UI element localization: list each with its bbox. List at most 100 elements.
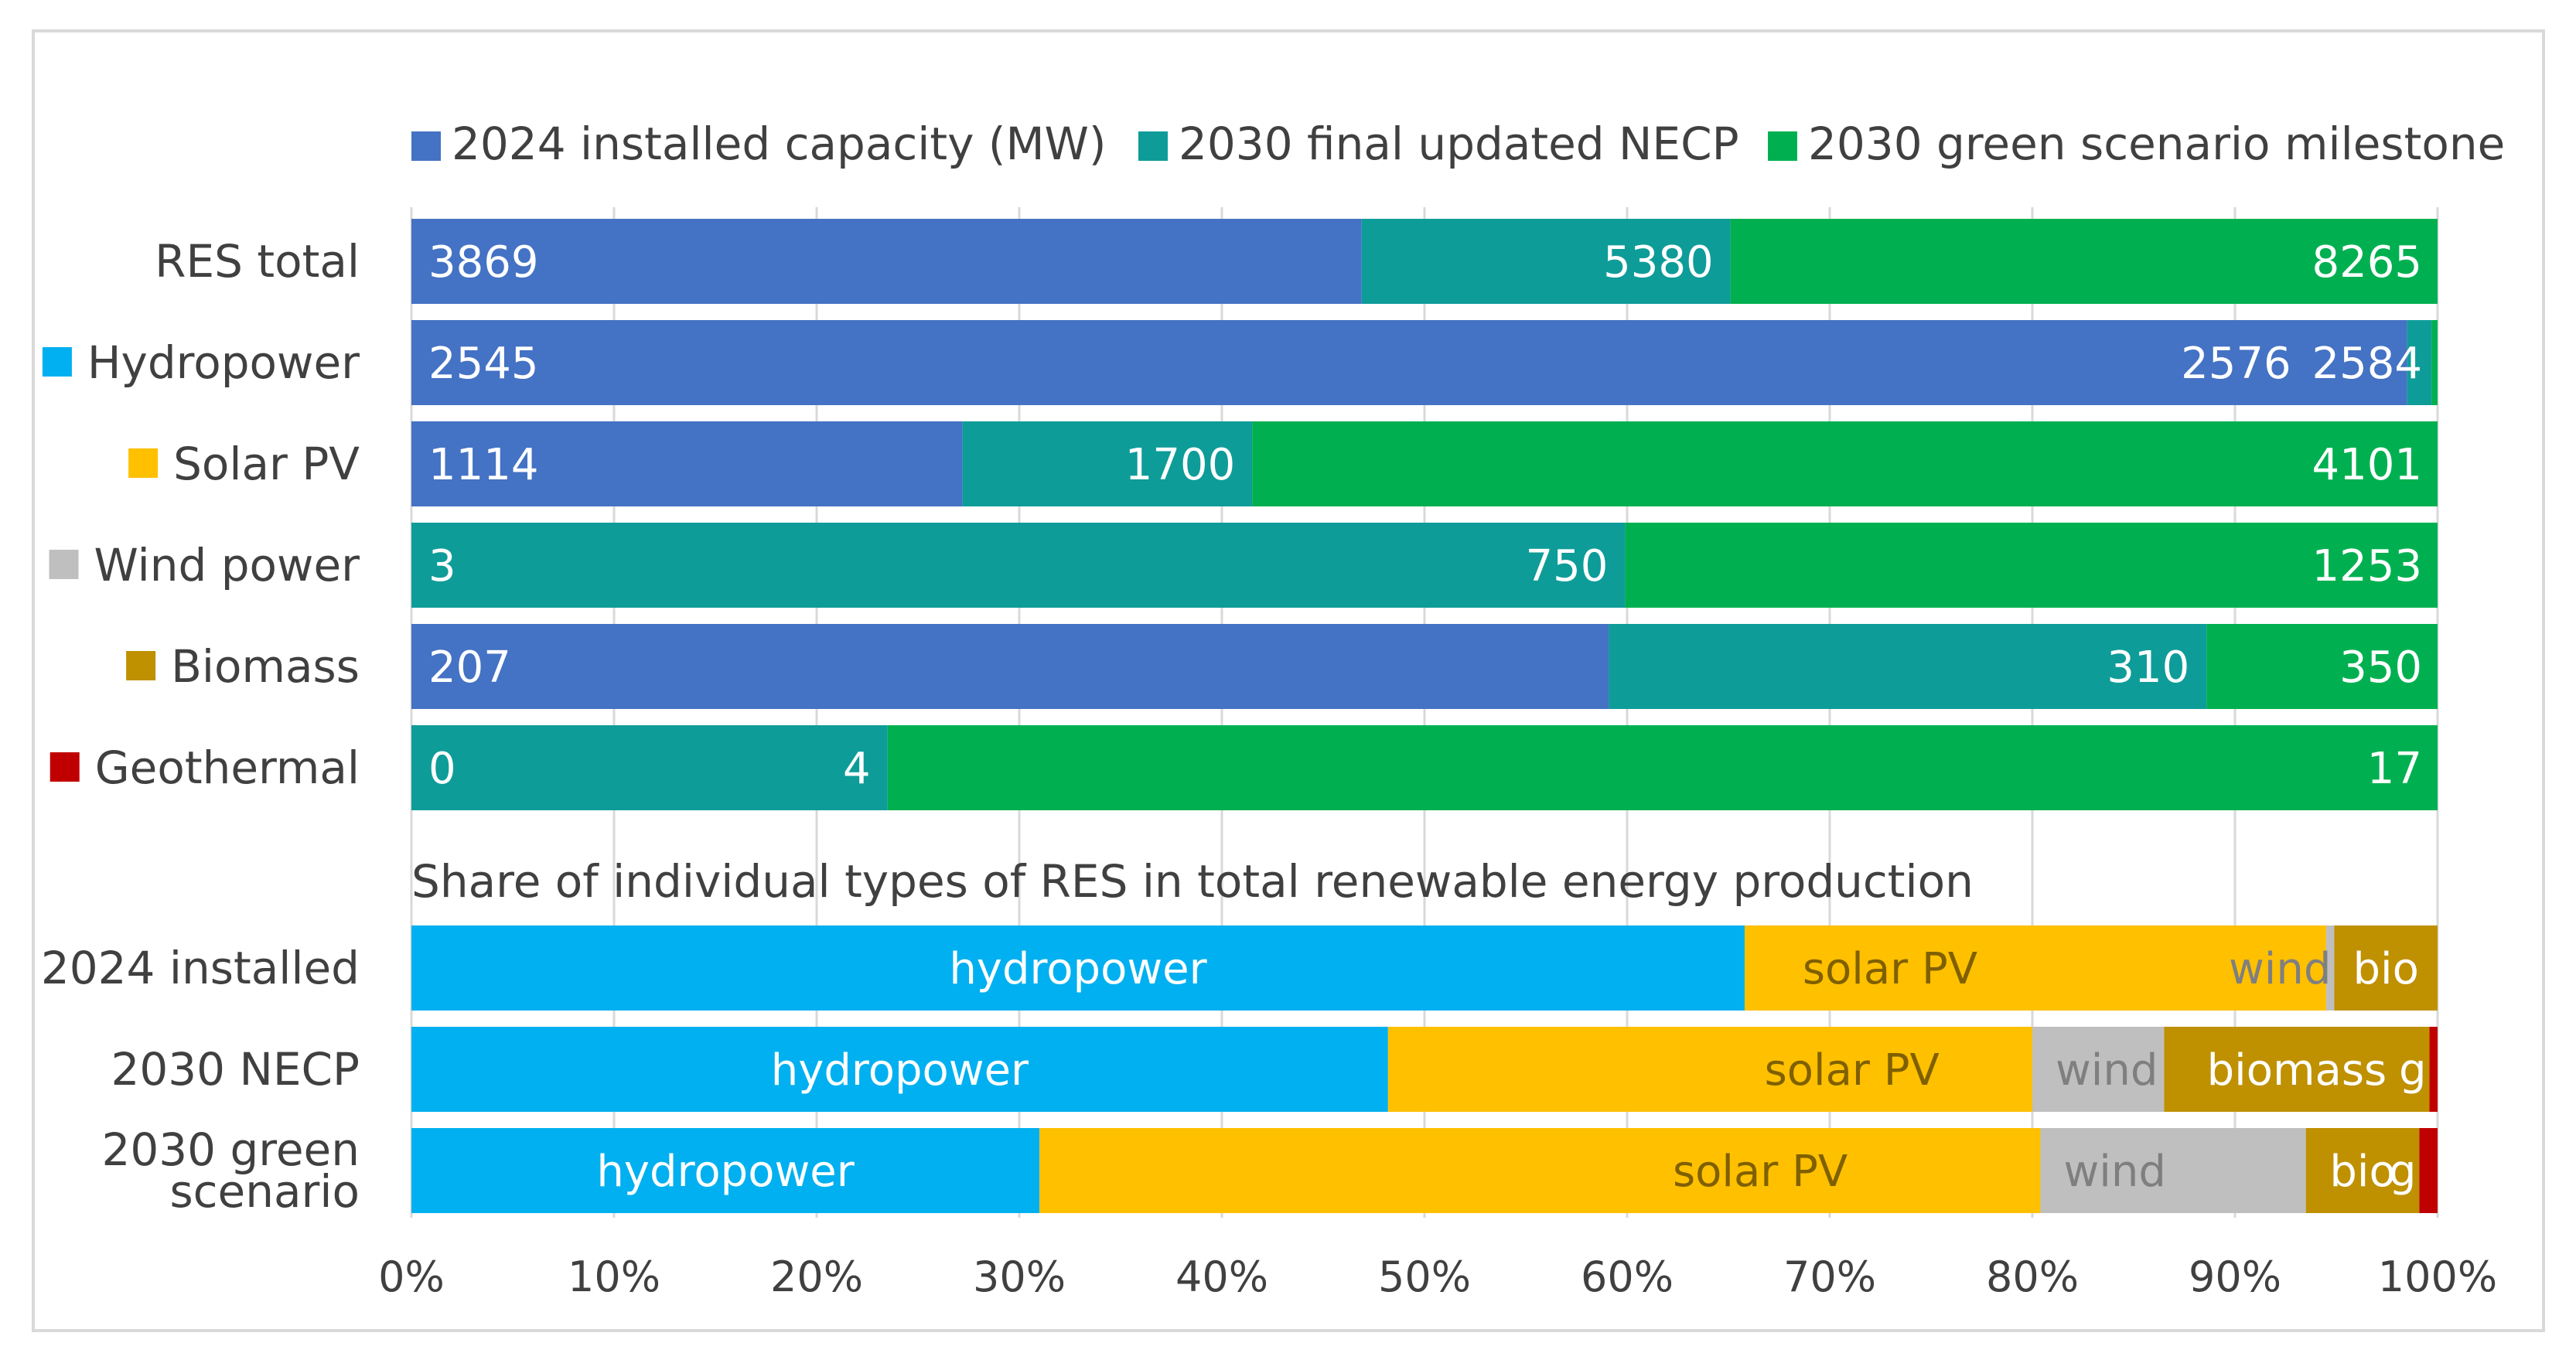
capacity-category-labels: RES total Hydropower Solar PV Wind power Bio… — [42, 235, 360, 794]
share-label: wind — [2229, 944, 2331, 994]
legend-label: 2030 final updated NECP — [1179, 118, 1739, 170]
capacity-segment — [1609, 624, 2207, 709]
capacity-segment — [411, 320, 2407, 405]
value-label: 310 — [2107, 643, 2189, 693]
share-label: g — [2399, 1045, 2427, 1096]
legend-label: 2024 installed capacity (MW) — [452, 118, 1107, 170]
share-category-label: scenario — [169, 1165, 360, 1218]
value-label: 8265 — [2312, 237, 2422, 288]
share-segment — [2305, 1128, 2420, 1213]
share-label: wind — [2063, 1147, 2165, 1197]
category-label: Biomass — [171, 640, 360, 693]
share-segment — [1039, 1128, 2041, 1213]
share-category-label: 2030 NECP — [111, 1043, 360, 1096]
share-category-label: 2024 installed — [41, 942, 360, 994]
share-segment — [2032, 1027, 2165, 1112]
x-tick-label: 80% — [1986, 1253, 2079, 1301]
value-label: 750 — [1525, 541, 1608, 591]
category-swatch — [42, 347, 72, 377]
value-label: 2584 — [2312, 339, 2422, 389]
share-label: hydropower — [949, 944, 1207, 994]
value-label: 4101 — [2312, 440, 2422, 490]
share-segment — [2040, 1128, 2306, 1213]
capacity-segment — [962, 421, 1253, 506]
legend-swatch — [1768, 131, 1797, 161]
share-segment — [2334, 925, 2438, 1011]
category-label: RES total — [155, 235, 360, 288]
x-tick-label: 10% — [568, 1253, 660, 1301]
value-label: 1253 — [2312, 541, 2422, 591]
legend: 2024 installed capacity (MW) 2030 final u… — [411, 118, 2505, 170]
share-segment — [411, 1027, 1388, 1112]
category-label: Wind power — [94, 539, 360, 591]
category-label: Solar PV — [173, 438, 360, 490]
capacity-segment — [411, 624, 1609, 709]
x-tick-label: 70% — [1783, 1253, 1876, 1301]
value-label: 0 — [428, 744, 456, 794]
capacity-segment — [411, 219, 1362, 304]
x-tick-label: 60% — [1581, 1253, 1674, 1301]
share-segment — [2419, 1128, 2438, 1213]
capacity-segment — [887, 725, 2438, 810]
legend-label: 2030 green scenario milestone — [1808, 118, 2505, 170]
capacity-segment — [1361, 219, 1731, 304]
share-label: wind — [2056, 1045, 2158, 1096]
share-segment — [411, 925, 1745, 1011]
capacity-segment — [1252, 421, 2438, 506]
x-tick-label: 90% — [2189, 1253, 2281, 1301]
value-label: 2576 — [2181, 339, 2291, 389]
share-segment — [411, 1128, 1040, 1213]
share-label: g — [2389, 1147, 2417, 1197]
value-label: 3 — [428, 541, 456, 591]
capacity-segment — [1625, 523, 2438, 608]
x-tick-label: 20% — [770, 1253, 863, 1301]
share-label: hydropower — [596, 1147, 855, 1197]
share-label: hydropower — [771, 1045, 1029, 1096]
value-label: 5380 — [1603, 237, 1714, 288]
x-tick-label: 0% — [378, 1253, 445, 1301]
share-label: solar PV — [1803, 944, 1977, 994]
capacity-segment — [1730, 219, 2438, 304]
share-label: solar PV — [1673, 1147, 1848, 1197]
value-label: 17 — [2367, 744, 2422, 794]
category-label: Geothermal — [95, 741, 360, 794]
share-segment — [2429, 1027, 2438, 1112]
capacity-segment — [411, 523, 1626, 608]
legend-swatch — [1138, 131, 1168, 161]
capacity-segment — [2431, 320, 2438, 405]
category-label: Hydropower — [87, 336, 360, 389]
x-tick-label: 100% — [2378, 1253, 2497, 1301]
x-tick-label: 30% — [973, 1253, 1066, 1301]
capacity-bars: 3869 5380 8265 2545 2576 2584 1114 1700 4101 3 750… — [411, 219, 2438, 810]
value-label: 3869 — [428, 237, 539, 288]
capacity-segment — [2407, 320, 2432, 405]
legend-swatch — [411, 131, 441, 161]
category-swatch — [49, 550, 79, 579]
category-swatch — [128, 448, 159, 478]
share-segment — [2164, 1027, 2430, 1112]
x-axis: 0% 10% 20% 30% 40% 50% 60% 70% 80% 90% 100% — [378, 1253, 2497, 1301]
share-category-label: 2030 green — [101, 1123, 360, 1176]
value-label: 2545 — [428, 339, 539, 389]
category-swatch — [126, 651, 156, 680]
value-label: 4 — [843, 744, 871, 794]
x-tick-label: 40% — [1175, 1253, 1268, 1301]
share-chart-title: Share of individual types of RES in tota… — [411, 855, 1974, 908]
share-segment — [2325, 925, 2335, 1011]
x-tick-label: 50% — [1378, 1253, 1471, 1301]
value-label: 1700 — [1125, 440, 1236, 490]
value-label: 350 — [2339, 643, 2422, 693]
share-label: bio — [2329, 1147, 2395, 1197]
share-label: biomass — [2207, 1045, 2387, 1096]
capacity-segment — [411, 725, 888, 810]
share-label: bio — [2353, 944, 2419, 994]
value-label: 1114 — [428, 440, 539, 490]
share-category-labels: 2024 installed 2030 NECP 2030 greenscenari… — [41, 942, 360, 1218]
capacity-segment — [2206, 624, 2438, 709]
share-label: solar PV — [1765, 1045, 1940, 1096]
category-swatch — [49, 752, 80, 782]
share-segment — [1744, 925, 2326, 1011]
capacity-segment — [411, 421, 963, 506]
share-segment — [1387, 1027, 2032, 1112]
